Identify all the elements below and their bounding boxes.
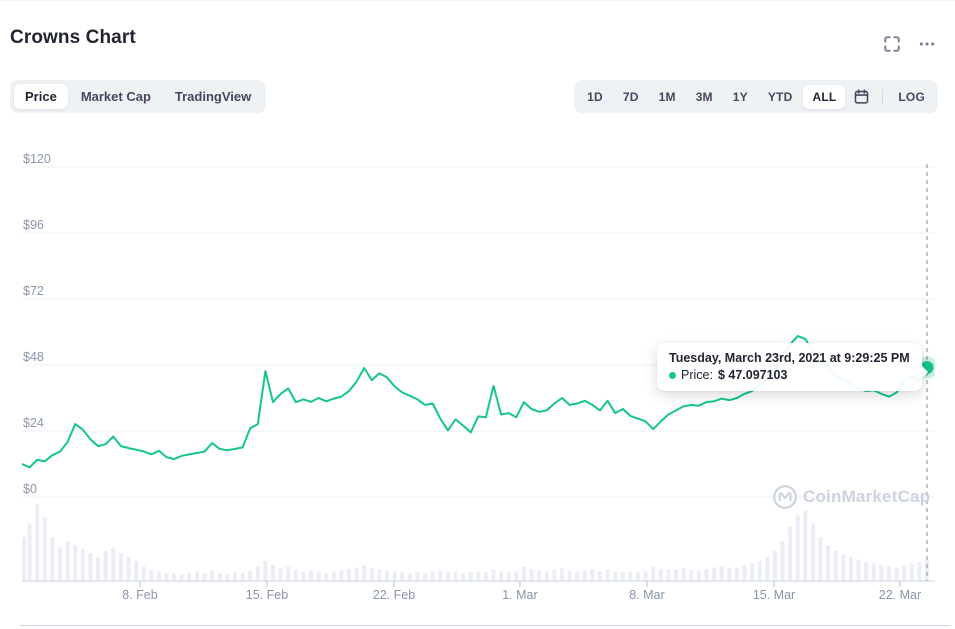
- x-axis-label: 15. Feb: [245, 588, 289, 602]
- x-axis-label: 8. Feb: [122, 588, 158, 602]
- range-1m[interactable]: 1M: [650, 85, 685, 109]
- tooltip-price-row: Price: $ 47.097103: [669, 368, 910, 382]
- y-axis-label: $48: [23, 350, 44, 364]
- x-axis-label: 22. Feb: [372, 588, 416, 602]
- more-options-icon[interactable]: [917, 35, 937, 53]
- series-bullet-icon: [669, 371, 676, 379]
- x-axis-label: 1. Mar: [502, 588, 538, 602]
- x-axis-label: 22. Mar: [878, 588, 922, 602]
- price-chart-area[interactable]: [21, 156, 938, 589]
- x-axis-label: 15. Mar: [752, 588, 796, 602]
- range-1y[interactable]: 1Y: [724, 85, 757, 109]
- x-axis-label: 8. Mar: [629, 588, 665, 602]
- tab-market-cap[interactable]: Market Cap: [70, 84, 162, 109]
- range-3m[interactable]: 3M: [687, 85, 722, 109]
- chart-type-tabs: Price Market Cap TradingView: [10, 80, 267, 113]
- y-axis-label: $120: [23, 152, 51, 166]
- range-7d[interactable]: 7D: [614, 85, 648, 109]
- tab-tradingview[interactable]: TradingView: [164, 84, 262, 109]
- y-axis-label: $0: [23, 482, 37, 496]
- range-1d[interactable]: 1D: [578, 85, 612, 109]
- range-all[interactable]: ALL: [803, 84, 846, 109]
- y-axis-label: $96: [23, 218, 44, 232]
- tab-price[interactable]: Price: [14, 84, 68, 109]
- header-actions: [883, 35, 937, 53]
- log-scale-button[interactable]: LOG: [889, 85, 934, 109]
- range-ytd[interactable]: YTD: [759, 85, 802, 109]
- price-chart-svg: [21, 164, 938, 587]
- tooltip-date: Tuesday, March 23rd, 2021 at 9:29:25 PM: [669, 351, 910, 365]
- bottom-divider: [20, 625, 950, 626]
- page-title: Crowns Chart: [10, 27, 136, 48]
- y-axis-label: $24: [23, 416, 44, 430]
- calendar-icon[interactable]: [847, 84, 876, 109]
- chart-tooltip: Tuesday, March 23rd, 2021 at 9:29:25 PM …: [657, 343, 928, 391]
- y-axis-label: $72: [23, 284, 44, 298]
- divider: [882, 88, 884, 105]
- range-selector: 1D 7D 1M 3M 1Y YTD ALL LOG: [574, 80, 938, 113]
- tooltip-price-value: $ 47.097103: [717, 368, 788, 382]
- fullscreen-icon[interactable]: [883, 35, 901, 53]
- tooltip-price-label: Price:: [681, 368, 713, 382]
